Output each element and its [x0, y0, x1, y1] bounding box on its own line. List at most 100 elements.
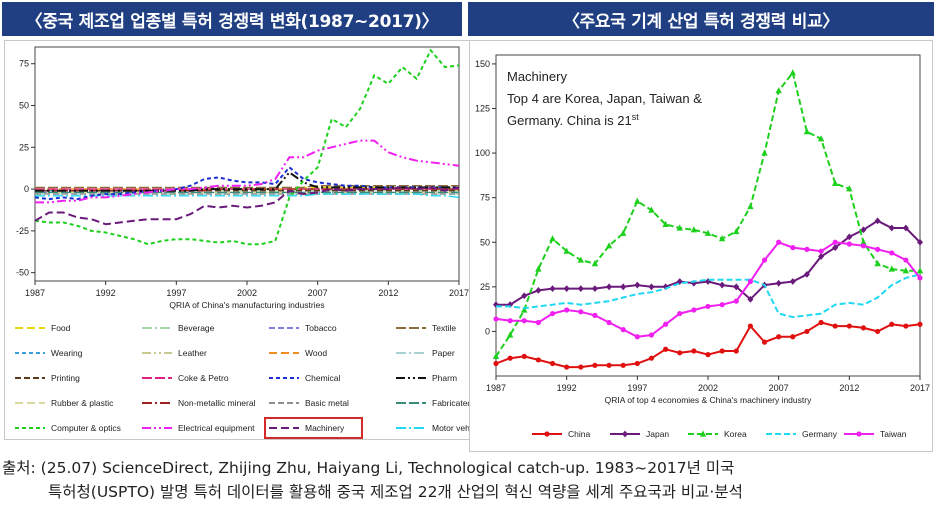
point-korea: [676, 224, 683, 231]
point-korea: [563, 247, 570, 254]
point-korea: [832, 179, 839, 186]
legend-item-tobacco: Tobacco: [269, 323, 337, 333]
legend-item-beverage: Beverage: [142, 323, 215, 333]
point-korea: [634, 197, 641, 204]
legend-marker: [699, 430, 707, 437]
series-line-china: [495, 321, 921, 369]
y-tick-label: -50: [16, 268, 29, 278]
annotation-line-1: Machinery: [507, 69, 567, 84]
point-taiwan: [818, 248, 824, 254]
point-korea: [577, 256, 584, 263]
point-taiwan: [917, 275, 923, 281]
point-china: [592, 362, 598, 368]
y-tick-label: 100: [475, 148, 490, 158]
point-china: [564, 364, 570, 370]
point-korea: [916, 267, 924, 274]
point-korea: [775, 87, 782, 94]
legend-label: Tobacco: [305, 323, 337, 333]
point-china: [917, 321, 923, 327]
legend-marker: [856, 431, 862, 437]
legend-item-wood: Wood: [269, 348, 327, 358]
point-korea: [874, 260, 881, 267]
legend-item-coke-petro: Coke & Petro: [142, 373, 229, 383]
point-taiwan: [889, 250, 895, 256]
point-japan: [563, 285, 570, 293]
point-china: [860, 325, 867, 331]
point-japan: [606, 283, 613, 291]
legend-label: Japan: [646, 429, 669, 439]
point-korea: [902, 267, 910, 274]
point-korea: [521, 306, 528, 313]
point-china: [677, 350, 683, 356]
legend-label: Food: [51, 323, 71, 333]
point-japan: [733, 283, 740, 291]
point-taiwan: [634, 334, 640, 340]
point-korea: [690, 226, 698, 233]
legend-item-printing: Printing: [15, 373, 80, 383]
legend-label: Pharm: [432, 373, 457, 383]
point-korea: [803, 128, 811, 135]
point-taiwan: [832, 239, 838, 245]
x-tick-label: 2012: [378, 288, 398, 298]
point-china: [733, 348, 739, 354]
point-taiwan: [648, 332, 655, 338]
point-taiwan: [860, 243, 867, 249]
legend-item-china: China: [532, 429, 590, 439]
point-japan: [549, 285, 556, 293]
series-line-textile: [35, 184, 459, 189]
legend-label: Leather: [178, 348, 207, 358]
machinery-comparison-chart: Machinery Top 4 are Korea, Japan, Taiwan…: [469, 40, 933, 452]
legend-item-paper: Paper: [396, 348, 455, 358]
y-tick-label: 0: [24, 184, 29, 194]
x-tick-label: 1987: [486, 383, 506, 393]
annotation-line-2: Top 4 are Korea, Japan, Taiwan &: [507, 91, 702, 106]
point-korea: [620, 229, 627, 236]
point-japan: [803, 270, 810, 278]
legend-item-computer-optics: Computer & optics: [15, 423, 121, 433]
series-line-non-metallic-mineral: [35, 188, 459, 192]
series-markers-china: [493, 319, 923, 370]
point-korea: [591, 260, 599, 267]
legend-item-leather: Leather: [142, 348, 207, 358]
point-japan: [818, 253, 825, 260]
point-taiwan: [691, 307, 697, 313]
x-tick-label: 1992: [96, 288, 116, 298]
legend-label: Fabricated metal: [432, 398, 469, 408]
legend-marker: [622, 430, 628, 438]
legend-item-food: Food: [15, 323, 71, 333]
point-japan: [719, 281, 726, 289]
point-china: [747, 323, 753, 329]
legend-item-motor-vehicle: Motor vehicle: [396, 423, 483, 433]
point-taiwan: [903, 257, 909, 263]
point-japan: [577, 285, 584, 293]
point-china: [578, 364, 584, 370]
point-korea: [733, 227, 740, 235]
source-note: 출처: (25.07) ScienceDirect, Zhijing Zhu, …: [2, 456, 932, 504]
left-chart-title: 〈중국 제조업 업종별 특허 경쟁력 변화(1987~2017)〉: [2, 2, 462, 36]
legend-item-japan: Japan: [610, 429, 669, 439]
legend-label: Taiwan: [880, 429, 907, 439]
y-tick-label: 25: [19, 142, 29, 152]
point-japan: [747, 295, 754, 303]
point-korea: [846, 185, 853, 192]
point-taiwan: [549, 310, 556, 317]
x-axis-label: QRIA of China's manufacturing industries: [169, 300, 324, 310]
point-china: [903, 323, 909, 329]
point-taiwan: [804, 246, 810, 252]
series-line-pharm: [35, 171, 459, 192]
point-korea: [761, 149, 768, 156]
machinery-comparison-svg: Machinery Top 4 are Korea, Japan, Taiwan…: [475, 54, 930, 439]
point-korea: [506, 331, 514, 338]
point-japan: [888, 224, 895, 232]
series-line-machinery: [34, 186, 460, 226]
point-china: [889, 321, 895, 327]
china-industries-chart: -50 -25 0 25 50 75 1987 1992 1997 2002 2007 2012 201…: [4, 40, 495, 440]
point-japan: [634, 281, 641, 289]
y-tick-label: 50: [480, 237, 490, 247]
right-chart-title: 〈주요국 기계 산업 특허 경쟁력 비교〉: [468, 2, 934, 36]
point-japan: [775, 279, 782, 287]
point-china: [507, 355, 513, 361]
legend-label: Paper: [432, 348, 455, 358]
y-tick-label: 150: [475, 59, 490, 69]
legend-label: Non-metallic mineral: [178, 398, 256, 408]
